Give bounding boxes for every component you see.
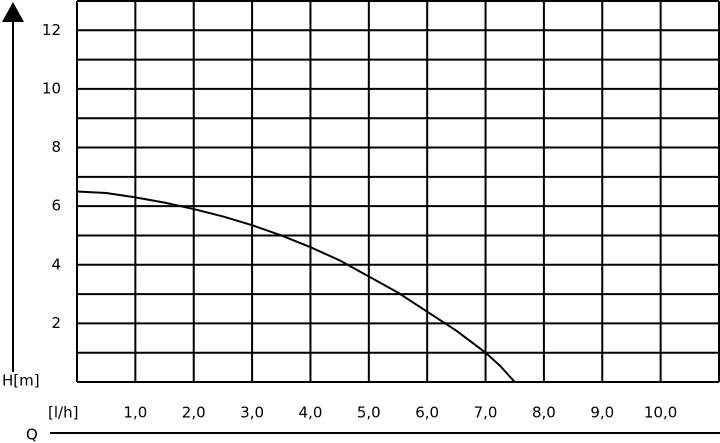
- x-tick-label: 4,0: [299, 404, 323, 422]
- x-tick-label: 1,0: [123, 404, 147, 422]
- x-unit: [l/h]: [48, 404, 78, 422]
- x-tick-label: 5,0: [357, 404, 381, 422]
- x-tick-label: 9,0: [590, 404, 614, 422]
- arrow-head: [2, 2, 24, 22]
- y-tick-label: 8: [51, 138, 61, 156]
- x-axis-label: Q: [26, 426, 38, 443]
- y-tick-label: 10: [42, 79, 61, 97]
- x-tick-label: 2,0: [182, 404, 206, 422]
- y-tick-label: 6: [51, 197, 61, 215]
- x-tick-label: 3,0: [240, 404, 264, 422]
- curve: [76, 190, 516, 383]
- y-tick-label: 4: [51, 255, 61, 273]
- y-tick-label: 12: [42, 21, 61, 39]
- x-tick-label: 10,0: [644, 404, 677, 422]
- y-tick-label: 2: [51, 314, 61, 332]
- x-tick-label: 7,0: [474, 404, 498, 422]
- x-tick-label: 6,0: [415, 404, 439, 422]
- x-tick-label: 8,0: [532, 404, 556, 422]
- y-axis-label: H[m]: [2, 372, 40, 390]
